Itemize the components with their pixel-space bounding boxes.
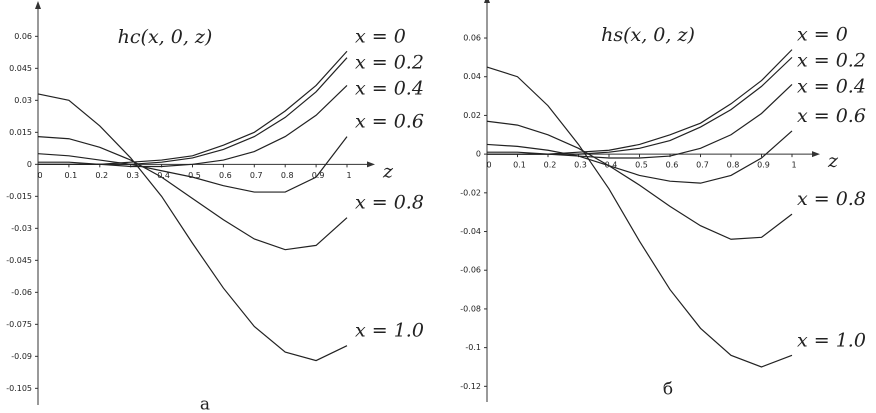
series-line bbox=[37, 136, 348, 251]
series-line bbox=[486, 120, 793, 240]
x-tick-label: 0.6 bbox=[219, 171, 232, 180]
y-tick-label: 0 bbox=[476, 150, 481, 159]
x-tick-label: 0 bbox=[486, 161, 491, 170]
y-tick-label: 0.06 bbox=[463, 34, 481, 43]
series-label: x = 0.8 bbox=[355, 192, 424, 214]
series-line bbox=[37, 136, 348, 193]
x-tick-label: 1 bbox=[791, 161, 796, 170]
series-label: x = 0.6 bbox=[355, 111, 424, 133]
series-line bbox=[37, 93, 348, 362]
y-tick-label: -0.09 bbox=[11, 352, 32, 361]
y-tick-label: -0.105 bbox=[6, 384, 32, 393]
series-label: x = 0.4 bbox=[797, 76, 866, 98]
caption: б bbox=[663, 380, 673, 400]
x-tick-label: 0.7 bbox=[250, 171, 263, 180]
y-tick-label: 0.02 bbox=[463, 111, 481, 120]
caption: а bbox=[200, 395, 210, 413]
x-tick-label: 0.9 bbox=[757, 161, 770, 170]
y-tick-label: -0.045 bbox=[6, 256, 32, 265]
y-tick-label: 0.06 bbox=[14, 32, 32, 41]
y-tick-label: -0.06 bbox=[11, 288, 32, 297]
y-tick-label: 0.04 bbox=[463, 72, 481, 81]
chart-title: hc(x, 0, z) bbox=[118, 26, 213, 48]
series-label: x = 1.0 bbox=[355, 320, 424, 342]
x-tick-label: 1 bbox=[346, 171, 351, 180]
x-tick-label: 0.3 bbox=[126, 171, 139, 180]
x-axis-arrow bbox=[812, 151, 820, 158]
x-tick-label: 0.2 bbox=[544, 161, 557, 170]
y-tick-label: -0.08 bbox=[460, 304, 481, 313]
y-tick-label: -0.075 bbox=[6, 320, 32, 329]
series-label: x = 0.6 bbox=[797, 105, 866, 127]
y-axis-arrow bbox=[35, 1, 41, 9]
series-line bbox=[38, 50, 348, 165]
series-label: x = 0 bbox=[355, 25, 406, 47]
x-tick-label: 0.4 bbox=[157, 171, 170, 180]
x-tick-label: 0.8 bbox=[727, 161, 740, 170]
series-label: x = 0.2 bbox=[355, 51, 424, 73]
x-tick-label: 0.1 bbox=[513, 161, 526, 170]
y-tick-label: -0.12 bbox=[460, 382, 481, 391]
y-tick-label: -0.03 bbox=[11, 224, 32, 233]
series-label: x = 1.0 bbox=[797, 329, 866, 351]
series-label: x = 0.2 bbox=[797, 50, 866, 72]
x-tick-label: 0.1 bbox=[65, 171, 78, 180]
y-tick-label: -0.04 bbox=[460, 227, 481, 236]
series-line bbox=[38, 84, 348, 168]
y-tick-label: -0.06 bbox=[460, 266, 481, 275]
x-axis-label: z bbox=[827, 150, 839, 172]
y-tick-label: -0.015 bbox=[6, 192, 32, 201]
series-line bbox=[487, 84, 793, 159]
series-line bbox=[487, 56, 793, 155]
x-tick-label: 0.5 bbox=[635, 161, 648, 170]
x-tick-label: 0.4 bbox=[605, 161, 618, 170]
series-line bbox=[486, 130, 793, 184]
series-line bbox=[38, 57, 348, 165]
y-tick-label: 0.045 bbox=[9, 64, 32, 73]
x-tick-label: 0.5 bbox=[188, 171, 201, 180]
y-tick-label: 0 bbox=[27, 160, 32, 169]
series-label: x = 0.4 bbox=[355, 77, 424, 99]
series-label: x = 0.8 bbox=[797, 188, 866, 210]
series-line bbox=[486, 66, 793, 368]
x-axis-arrow bbox=[367, 161, 375, 168]
y-tick-label: 0.015 bbox=[9, 128, 32, 137]
x-tick-label: 0 bbox=[37, 171, 42, 180]
x-tick-label: 0.7 bbox=[696, 161, 709, 170]
x-tick-label: 0.2 bbox=[95, 171, 108, 180]
y-tick-label: -0.02 bbox=[460, 188, 481, 197]
x-tick-label: 0.8 bbox=[281, 171, 294, 180]
x-tick-label: 0.3 bbox=[574, 161, 587, 170]
y-tick-label: 0.03 bbox=[14, 96, 32, 105]
y-axis-arrow bbox=[484, 0, 490, 3]
x-tick-label: 0.6 bbox=[666, 161, 679, 170]
y-tick-label: -0.1 bbox=[465, 343, 481, 352]
chart-title: hs(x, 0, z) bbox=[601, 24, 695, 46]
x-axis-label: z bbox=[382, 160, 394, 182]
series-label: x = 0 bbox=[797, 24, 848, 46]
series-line bbox=[487, 49, 793, 155]
